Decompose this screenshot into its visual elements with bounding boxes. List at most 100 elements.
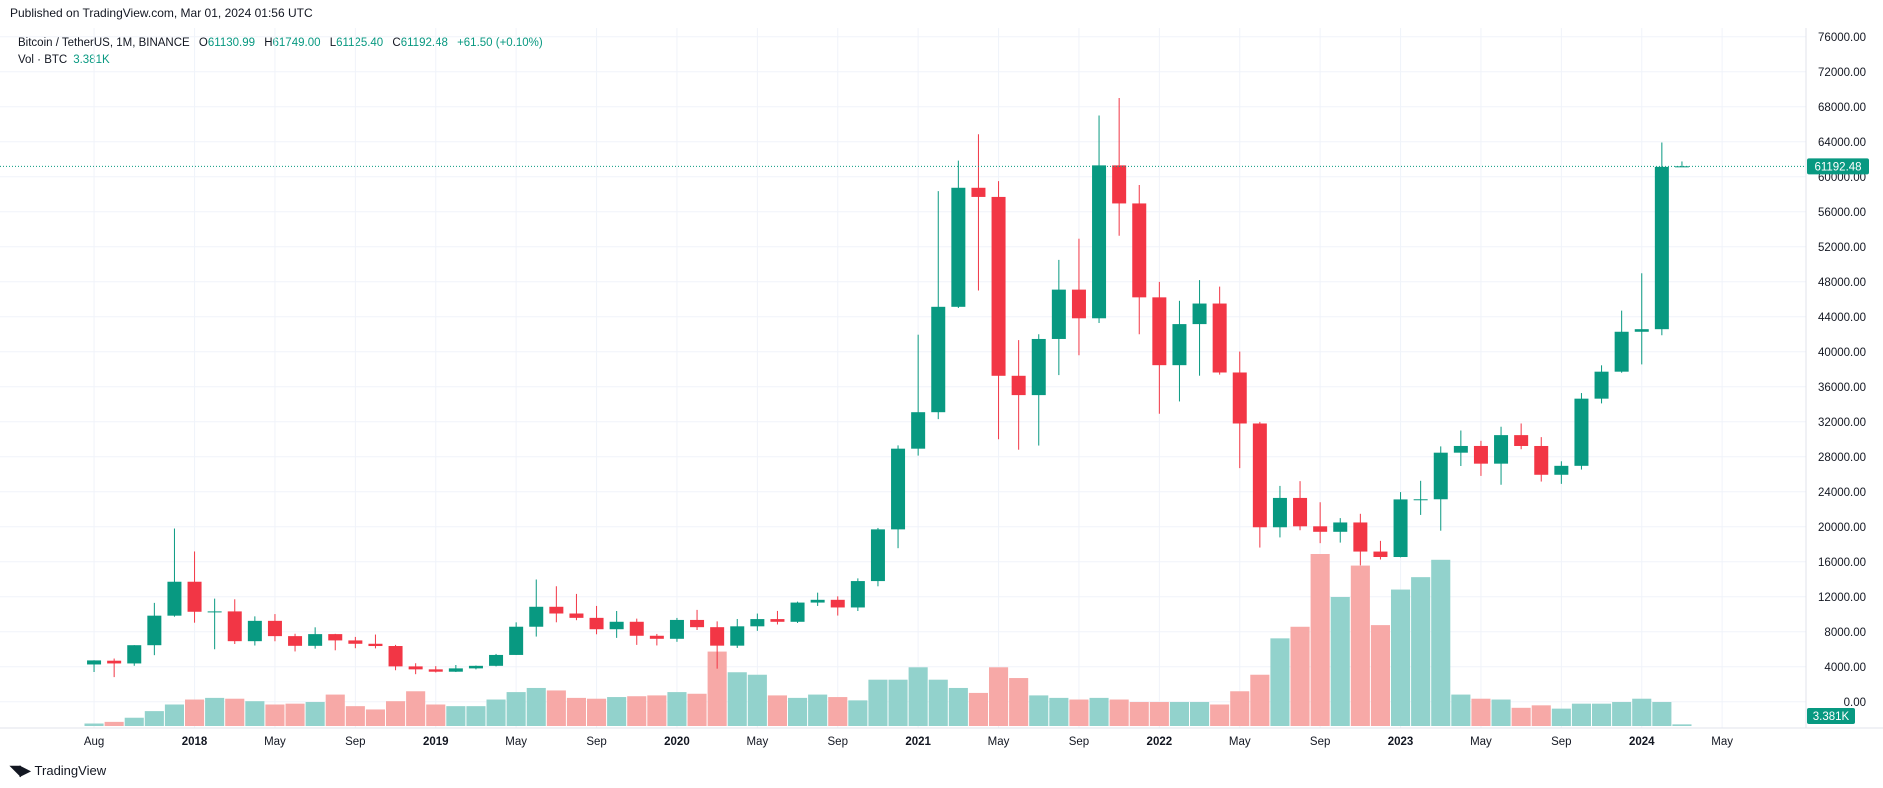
low-label: L <box>329 37 337 49</box>
volume-bar <box>587 698 607 726</box>
volume-bar <box>1531 705 1551 726</box>
price-axis: 76000.00 72000.00 68000.00 64000.00 60000.00… <box>1818 32 1866 709</box>
volume-bar <box>1672 724 1692 726</box>
volume-bar <box>305 702 325 726</box>
volume-bar <box>185 699 205 726</box>
volume-bar <box>989 667 1009 726</box>
volume-bar <box>1330 597 1350 726</box>
time-tick-label: 2022 <box>1147 736 1173 748</box>
volume-bar <box>1089 697 1109 726</box>
candle-body <box>147 615 162 646</box>
candle-body <box>1212 303 1227 373</box>
volume-bar <box>406 691 426 726</box>
candle-body <box>1534 445 1549 475</box>
candle-body <box>991 196 1006 376</box>
volume-bar <box>747 674 767 726</box>
price-tick-label: 8000.00 <box>1824 627 1866 639</box>
candle-body <box>1473 445 1488 464</box>
volume-bar <box>1612 702 1632 726</box>
time-tick-label: 2019 <box>423 736 449 748</box>
time-tick-label: Sep <box>586 736 606 748</box>
candle-body <box>1031 338 1046 396</box>
price-tick-label: 60000.00 <box>1818 172 1866 184</box>
volume-bar <box>365 709 385 726</box>
symbol-title[interactable]: Bitcoin / TetherUS, 1M, BINANCE <box>18 37 190 49</box>
volume-bar <box>687 693 707 726</box>
price-tick-label: 32000.00 <box>1818 417 1866 429</box>
price-tick-label: 56000.00 <box>1818 207 1866 219</box>
volume-bar <box>767 695 787 726</box>
footer-brand[interactable]: ◥▶ TradingView <box>10 762 106 779</box>
volume-bar <box>144 711 164 726</box>
time-tick-label: May <box>1470 736 1492 748</box>
price-tick-label: 24000.00 <box>1818 487 1866 499</box>
candle-body <box>1373 551 1388 558</box>
volume-bar <box>265 704 285 726</box>
volume-bar <box>1069 699 1089 726</box>
time-tick-label: 2018 <box>182 736 208 748</box>
time-tick-label: May <box>1711 736 1733 748</box>
volume-bar <box>948 687 968 726</box>
candle-body <box>328 634 343 641</box>
volume-badge: 3.381K <box>1807 708 1855 724</box>
candle-body <box>127 645 142 664</box>
time-tick-label: May <box>1229 736 1251 748</box>
volume-bar <box>164 704 184 726</box>
price-tick-label: 12000.00 <box>1818 592 1866 604</box>
candle-body <box>1554 465 1569 475</box>
volume-bar <box>486 699 506 726</box>
candle-body <box>891 448 906 530</box>
price-tick-label: 40000.00 <box>1818 347 1866 359</box>
candle-body <box>1654 166 1669 330</box>
volume-bar <box>607 697 627 726</box>
price-tick-label: 76000.00 <box>1818 32 1866 44</box>
volume-bar <box>908 667 928 726</box>
price-tick-label: 0.00 <box>1844 697 1866 709</box>
candlesticks <box>87 98 1689 678</box>
candle-body <box>468 665 483 669</box>
volume-bar <box>84 723 104 726</box>
volume-bar <box>104 721 124 726</box>
candle-body <box>1574 398 1589 466</box>
time-tick-label: Sep <box>1551 736 1571 748</box>
time-tick-label: Sep <box>1069 736 1089 748</box>
candle-body <box>207 611 222 613</box>
candle-body <box>489 654 504 666</box>
candle-body <box>810 599 825 603</box>
candle-body <box>1132 203 1147 298</box>
volume-bar <box>506 692 526 726</box>
candle-body <box>167 581 182 616</box>
candle-body <box>1634 329 1649 332</box>
volume-bar <box>345 706 365 726</box>
volume-bar <box>386 701 406 726</box>
candle-body <box>1313 526 1328 532</box>
published-caption: Published on TradingView.com, Mar 01, 20… <box>10 6 313 20</box>
volume-bar <box>1169 702 1189 726</box>
price-tick-label: 4000.00 <box>1824 662 1866 674</box>
candle-body <box>589 617 604 630</box>
volume-bar <box>667 692 687 726</box>
time-tick-label: May <box>505 736 527 748</box>
candle-body <box>267 620 282 637</box>
volume-bar <box>285 703 305 726</box>
volume-bar <box>1632 698 1652 726</box>
time-tick-label: Sep <box>828 736 848 748</box>
volume-bar <box>566 697 586 726</box>
volume-bar <box>1190 702 1210 726</box>
candle-body <box>549 606 564 614</box>
candle-body <box>1413 499 1428 501</box>
candle-body <box>1453 445 1468 453</box>
candle-body <box>1674 166 1689 168</box>
candle-body <box>1232 372 1247 424</box>
candle-body <box>669 619 684 639</box>
candle-body <box>187 581 202 612</box>
volume-label[interactable]: Vol · BTC <box>18 54 68 66</box>
volume-bar <box>828 697 848 726</box>
volume-bar <box>888 679 908 726</box>
volume-bar <box>225 698 245 726</box>
candle-body <box>1393 499 1408 558</box>
price-tick-label: 52000.00 <box>1818 242 1866 254</box>
price-tick-label: 44000.00 <box>1818 312 1866 324</box>
volume-bar <box>1049 697 1069 726</box>
